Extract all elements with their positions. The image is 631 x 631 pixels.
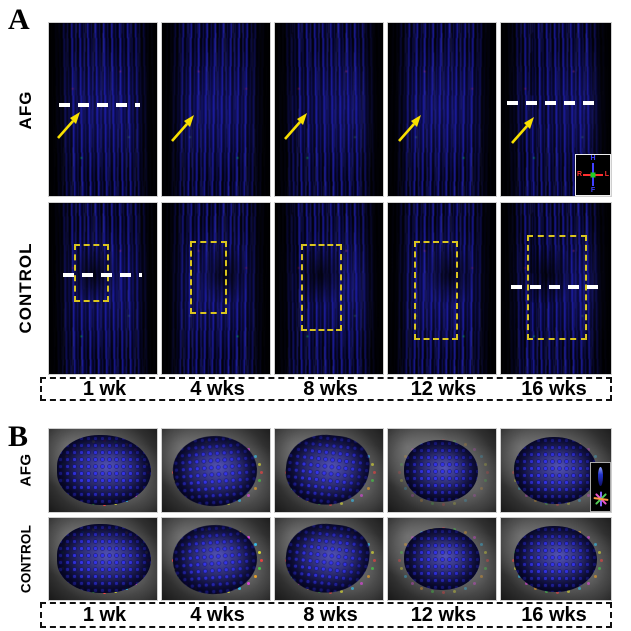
yellow-arrow-icon [280, 111, 310, 141]
timepoint-label: 8 wks [303, 603, 358, 626]
timepoint-label: 12 wks [410, 377, 477, 400]
tensor-glyph-map-image [387, 517, 497, 601]
tensor-glyph-map-image [274, 517, 384, 601]
group-label-control-panel-b: CONTROL [18, 524, 34, 594]
tensor-glyph-map-image [274, 428, 384, 513]
nerve-cross-section-glyphs [404, 527, 480, 591]
roi-dashed-box [413, 240, 459, 340]
fiber-texture [275, 23, 383, 196]
fiber-texture [49, 23, 157, 196]
fiber-tractography-image [161, 202, 271, 375]
fiber-tractography-image [387, 22, 497, 197]
fiber-tractography-image [274, 22, 384, 197]
timepoint-label: 8 wks [303, 377, 358, 400]
timepoint-label: 4 wks [190, 377, 245, 400]
tensor-glyph-map-image [48, 428, 158, 513]
roi-dashed-box [73, 244, 110, 303]
tensor-glyph-map-image [161, 428, 271, 513]
fiber-tractography-image [274, 202, 384, 375]
section-dashed-line [63, 273, 142, 278]
fiber-tractography-image [48, 202, 158, 375]
group-label-afg-panel-b: AFG [17, 453, 35, 487]
panel-a-control-row [48, 202, 612, 375]
axis-label-head: H [590, 155, 596, 162]
group-label-afg-panel-a: AFG [16, 90, 35, 130]
tensor-glyph-map-image [48, 517, 158, 601]
anisotropic-glyph-icon [598, 467, 603, 487]
nerve-cross-section-glyphs [514, 437, 597, 504]
timepoint-label: 16 wks [521, 603, 587, 626]
fiber-tractography-image [500, 202, 612, 375]
fiber-tractography-image [48, 22, 158, 197]
section-dashed-line [58, 102, 140, 107]
yellow-arrow-icon [394, 113, 424, 143]
section-dashed-line [510, 285, 602, 290]
fiber-texture [388, 23, 496, 196]
timepoint-label: 12 wks [410, 603, 477, 626]
roi-dashed-box [190, 240, 227, 315]
yellow-arrow-icon [167, 113, 197, 143]
axis-center-dot [590, 172, 596, 178]
tensor-glyph-map-image [500, 428, 612, 513]
fiber-tractography-image [161, 22, 271, 197]
axis-label-left: L [604, 171, 609, 178]
tensor-glyph-map-image [500, 517, 612, 601]
timepoint-label: 4 wks [190, 603, 245, 626]
section-dashed-line [506, 100, 602, 105]
timepoint-label: 1 wk [82, 603, 127, 626]
nerve-cross-section-glyphs [56, 523, 151, 593]
nerve-cross-section-glyphs [404, 439, 478, 503]
group-label-control-panel-a: CONTROL [16, 242, 35, 334]
yellow-arrow-icon [507, 115, 537, 145]
panel-b-control-row [48, 517, 612, 601]
orientation-legend: H F R L [575, 154, 611, 196]
fiber-tractography-image: H F R L [500, 22, 612, 197]
panel-a-timepoint-strip: 1 wk 4 wks 8 wks 12 wks 16 wks [40, 377, 612, 401]
nerve-cross-section-glyphs [514, 526, 597, 592]
panel-a-afg-row: H F R L [48, 22, 612, 197]
panel-b-timepoint-strip: 1 wk 4 wks 8 wks 12 wks 16 wks [40, 602, 612, 628]
fiber-tractography-image [387, 202, 497, 375]
roi-dashed-box [300, 244, 342, 332]
tensor-glyph-legend [590, 462, 611, 512]
timepoint-label: 16 wks [521, 377, 587, 400]
isotropic-glyph-icon [592, 491, 609, 507]
panel-a-label: A [8, 3, 30, 36]
nerve-cross-section-glyphs [56, 434, 151, 505]
axis-label-right: R [577, 171, 583, 178]
tensor-glyph-map-image [161, 517, 271, 601]
timepoint-label: 1 wk [82, 377, 127, 400]
fiber-texture [275, 203, 383, 374]
axis-label-foot: F [590, 187, 596, 194]
panel-b-label: B [8, 420, 29, 453]
fiber-texture [49, 203, 157, 374]
fiber-texture [162, 23, 270, 196]
panel-b-afg-row [48, 428, 612, 513]
yellow-arrow-icon [53, 110, 83, 140]
tensor-glyph-map-image [387, 428, 497, 513]
